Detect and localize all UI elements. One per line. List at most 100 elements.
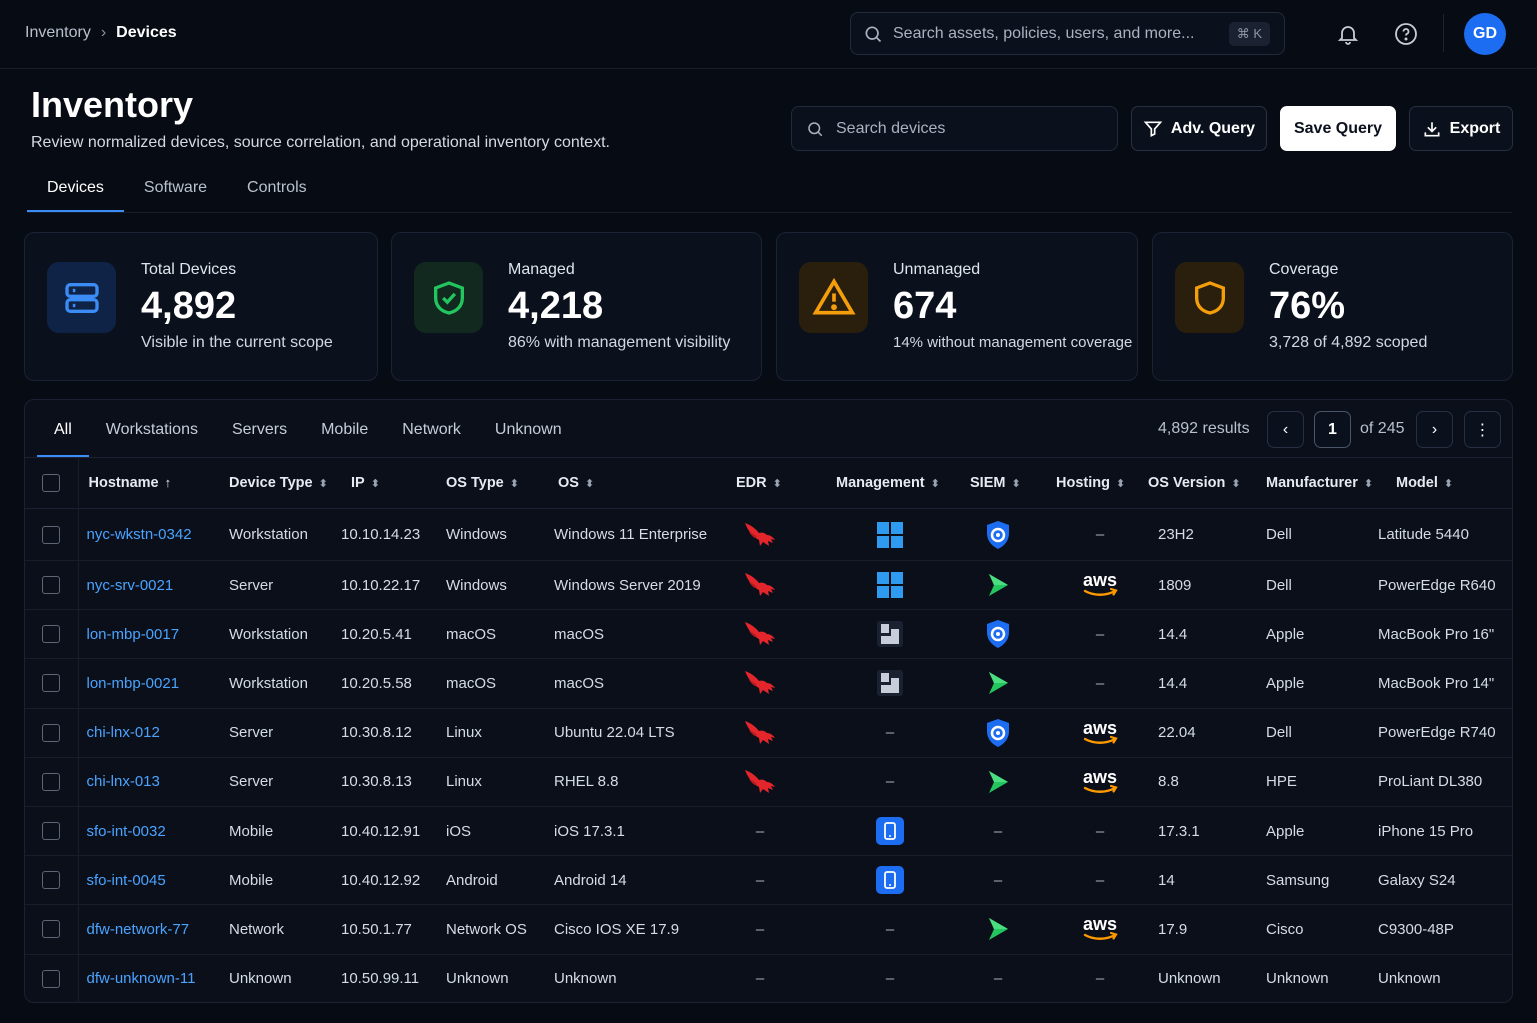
os-type-cell: iOS xyxy=(446,822,472,840)
breadcrumb-inventory[interactable]: Inventory xyxy=(25,24,91,41)
mgmt-cell xyxy=(836,509,944,561)
table-row[interactable]: dfw-network-77 Network 10.50.1.77 Network O… xyxy=(25,904,1512,954)
tab-controls[interactable]: Controls xyxy=(247,179,307,196)
filter-network[interactable]: Network xyxy=(402,421,461,438)
tab-software[interactable]: Software xyxy=(143,179,208,196)
os-cell: Cisco IOS XE 17.9 xyxy=(554,920,680,938)
row-checkbox[interactable] xyxy=(42,969,61,988)
os-cell: macOS xyxy=(554,625,605,643)
col-os-type[interactable]: OS Type ⬍ xyxy=(446,475,519,491)
hosting-cell: – xyxy=(1095,970,1105,988)
global-search-input[interactable] xyxy=(893,24,1223,43)
table-row[interactable]: sfo-int-0045 Mobile 10.40.12.92 Android Andr… xyxy=(25,855,1512,905)
table-row[interactable]: chi-lnx-012 Server 10.30.8.12 Linux Ubuntu 2… xyxy=(25,708,1512,758)
model-cell: ProLiant DL380 xyxy=(1378,773,1483,791)
col-ip[interactable]: IP ⬍ xyxy=(351,475,380,491)
row-checkbox[interactable] xyxy=(42,674,61,693)
hosting-cell: – xyxy=(1095,625,1105,643)
sort-icon: ⬍ xyxy=(318,478,328,490)
col-model[interactable]: Model ⬍ xyxy=(1396,475,1454,491)
more-vertical-icon: ⋮ xyxy=(1474,421,1491,439)
more-options-button[interactable]: ⋮ xyxy=(1464,411,1501,448)
divider xyxy=(27,212,1512,213)
mgmt-cell xyxy=(836,806,944,855)
next-page-button[interactable]: › xyxy=(1416,411,1453,448)
tab-devices[interactable]: Devices xyxy=(27,170,124,212)
siem-cell xyxy=(944,610,1052,659)
manufacturer-cell: Unknown xyxy=(1266,970,1329,988)
col-os-version[interactable]: OS Version ⬍ xyxy=(1148,475,1241,491)
select-all-checkbox[interactable] xyxy=(42,474,61,492)
edr-cell: – xyxy=(755,970,765,988)
hostname-link[interactable]: lon-mbp-0017 xyxy=(86,625,180,643)
table-row[interactable]: sfo-int-0032 Mobile 10.40.12.91 iOS iOS 17.3… xyxy=(25,806,1512,856)
model-cell: iPhone 15 Pro xyxy=(1378,822,1474,840)
filter-mobile[interactable]: Mobile xyxy=(321,421,369,438)
col-edr[interactable]: EDR ⬍ xyxy=(736,475,782,491)
siem-cell xyxy=(944,561,1052,610)
table-row[interactable]: nyc-srv-0021 Server 10.10.22.17 Windows Wind… xyxy=(25,560,1512,610)
device-search[interactable] xyxy=(791,106,1118,151)
row-checkbox[interactable] xyxy=(42,625,61,644)
row-checkbox[interactable] xyxy=(42,920,61,939)
os-version-cell: 22.04 xyxy=(1158,724,1196,742)
col-siem[interactable]: SIEM ⬍ xyxy=(970,475,1021,491)
row-checkbox[interactable] xyxy=(42,772,61,791)
device-search-input[interactable] xyxy=(836,119,1096,138)
col-hosting[interactable]: Hosting ⬍ xyxy=(1056,475,1126,491)
bell-icon[interactable] xyxy=(1336,22,1360,46)
row-checkbox[interactable] xyxy=(42,871,61,890)
hostname-link[interactable]: nyc-srv-0021 xyxy=(86,576,174,594)
aws-icon: aws xyxy=(1083,571,1118,597)
mgmt-cell xyxy=(836,659,944,708)
hostname-link[interactable]: sfo-int-0045 xyxy=(86,871,166,889)
col-hostname[interactable]: Hostname ↑ xyxy=(88,475,172,491)
sort-icon: ⬍ xyxy=(584,478,595,490)
stat-label: Coverage xyxy=(1269,261,1339,278)
adv-query-button[interactable]: Adv. Query xyxy=(1131,106,1267,151)
row-checkbox[interactable] xyxy=(42,723,61,742)
table-row[interactable]: nyc-wkstn-0342 Workstation 10.10.14.23 Wind… xyxy=(25,508,1512,561)
global-search[interactable]: ⌘ K xyxy=(850,12,1285,55)
chevron-right-icon: › xyxy=(100,24,107,41)
save-query-button[interactable]: Save Query xyxy=(1280,106,1396,151)
export-button[interactable]: Export xyxy=(1409,106,1513,151)
avatar[interactable]: GD xyxy=(1464,13,1506,55)
table-row[interactable]: dfw-unknown-11 Unknown 10.50.99.11 Unknown U… xyxy=(25,954,1512,1002)
hostname-link[interactable]: sfo-int-0032 xyxy=(86,822,166,840)
stat-card-unmanaged: Unmanaged 674 14% without management cov… xyxy=(776,232,1138,381)
table-row[interactable]: lon-mbp-0017 Workstation 10.20.5.41 macOS ma… xyxy=(25,609,1512,659)
filter-workstations[interactable]: Workstations xyxy=(105,421,198,438)
edr-cell xyxy=(728,561,836,610)
edr-cell: – xyxy=(755,822,765,840)
col-os[interactable]: OS ⬍ xyxy=(558,475,595,491)
col-device-type[interactable]: Device Type ⬍ xyxy=(229,475,328,491)
table-row[interactable]: chi-lnx-013 Server 10.30.8.13 Linux RHEL 8.8… xyxy=(25,757,1512,807)
table-row[interactable]: lon-mbp-0021 Workstation 10.20.5.58 macOS ma… xyxy=(25,658,1512,709)
filter-all[interactable]: All xyxy=(37,410,89,457)
col-manufacturer[interactable]: Manufacturer ⬍ xyxy=(1266,475,1374,491)
hostname-link[interactable]: dfw-unknown-11 xyxy=(86,970,196,988)
prev-page-button[interactable]: ‹ xyxy=(1267,411,1304,448)
sort-icon: ⬍ xyxy=(1011,478,1021,490)
row-checkbox[interactable] xyxy=(42,525,61,544)
hostname-link[interactable]: lon-mbp-0021 xyxy=(86,674,180,692)
siem-cell xyxy=(944,659,1052,708)
manufacturer-cell: Samsung xyxy=(1266,871,1330,889)
model-cell: C9300-48P xyxy=(1378,920,1454,938)
filter-unknown[interactable]: Unknown xyxy=(494,421,562,438)
hostname-link[interactable]: chi-lnx-013 xyxy=(86,773,160,791)
os-version-cell: 17.9 xyxy=(1158,920,1188,938)
col-management[interactable]: Management ⬍ xyxy=(836,475,940,491)
row-checkbox[interactable] xyxy=(42,576,61,595)
hostname-link[interactable]: chi-lnx-012 xyxy=(86,724,160,742)
help-icon[interactable] xyxy=(1394,22,1418,46)
hostname-link[interactable]: dfw-network-77 xyxy=(86,920,190,938)
ip-cell: 10.20.5.41 xyxy=(341,625,412,643)
filter-servers[interactable]: Servers xyxy=(231,421,288,438)
windows-icon xyxy=(877,521,903,548)
row-checkbox[interactable] xyxy=(42,822,61,841)
jamf-icon xyxy=(877,670,903,697)
current-page[interactable]: 1 xyxy=(1314,411,1351,448)
hostname-link[interactable]: nyc-wkstn-0342 xyxy=(86,526,192,543)
